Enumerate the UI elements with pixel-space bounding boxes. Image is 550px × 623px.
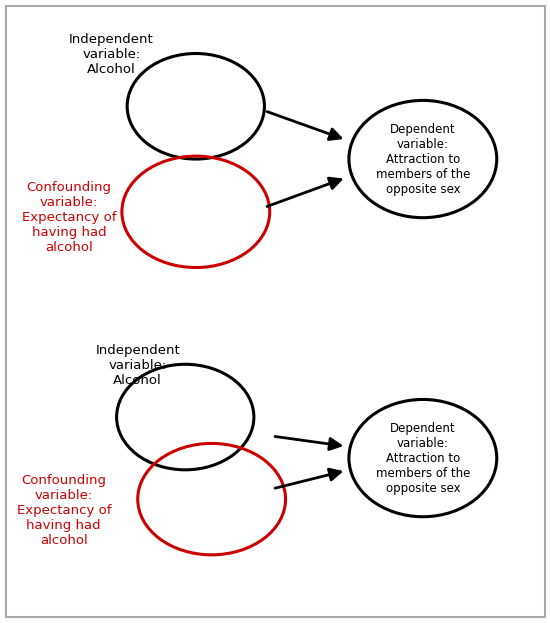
Text: Dependent
variable:
Attraction to
members of the
opposite sex: Dependent variable: Attraction to member…	[376, 422, 470, 495]
Text: Independent
variable:
Alcohol: Independent variable: Alcohol	[95, 344, 180, 387]
Text: Confounding
variable:
Expectancy of
having had
alcohol: Confounding variable: Expectancy of havi…	[16, 474, 111, 548]
Text: Independent
variable:
Alcohol: Independent variable: Alcohol	[69, 33, 153, 76]
Text: Confounding
variable:
Expectancy of
having had
alcohol: Confounding variable: Expectancy of havi…	[22, 181, 117, 254]
Text: Dependent
variable:
Attraction to
members of the
opposite sex: Dependent variable: Attraction to member…	[376, 123, 470, 196]
